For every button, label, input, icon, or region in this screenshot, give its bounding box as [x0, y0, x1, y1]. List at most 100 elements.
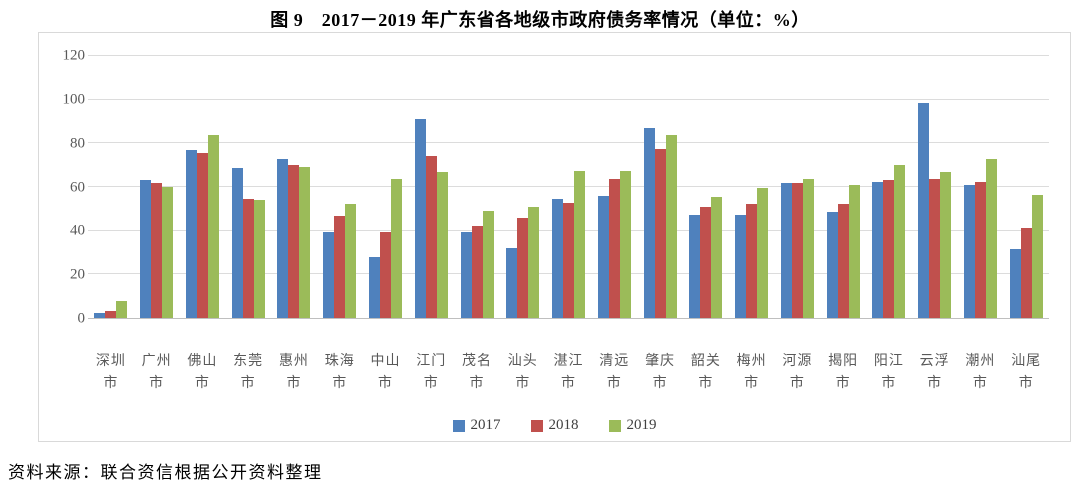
bar-group [271, 56, 317, 318]
gridline-100 [88, 98, 1049, 100]
bar-group [637, 56, 683, 318]
y-axis: 0 20 40 60 80 100 120 [47, 48, 86, 326]
bar-group [591, 56, 637, 318]
bar-2018 [517, 217, 529, 318]
bar-2017 [277, 158, 289, 318]
x-label-text: 佛山市 [187, 354, 218, 392]
bar-group [408, 56, 454, 318]
x-label-text: 阳江市 [873, 354, 904, 392]
x-label-text: 东莞市 [233, 354, 264, 392]
bar-2018 [242, 199, 254, 318]
bar-group [683, 56, 729, 318]
gridline-120 [88, 55, 1049, 56]
bar-group [820, 56, 866, 318]
bar-group [134, 56, 180, 318]
bar-2019 [985, 158, 997, 318]
legend-item-2019: 2019 [608, 417, 657, 434]
x-label-text: 广州市 [141, 354, 172, 392]
x-label-text: 惠州市 [278, 354, 309, 392]
x-label: 佛山市 [180, 351, 226, 396]
x-label-text: 茂名市 [462, 354, 492, 392]
bar-2017 [1009, 249, 1021, 318]
bar-2019 [299, 167, 311, 318]
bar-2019 [436, 171, 448, 318]
x-label: 揭阳市 [820, 351, 866, 396]
bar-2017 [735, 215, 747, 318]
bar-2019 [116, 300, 128, 318]
legend-label-2018: 2018 [548, 417, 579, 433]
y-tick-label-100: 100 [62, 91, 86, 108]
x-label: 阳江市 [866, 351, 912, 396]
bar-2017 [231, 168, 243, 318]
bar-2018 [288, 165, 300, 318]
bar-2019 [1031, 194, 1043, 318]
bar-2019 [162, 187, 174, 318]
bar-2018 [334, 216, 346, 318]
bar-2018 [379, 231, 391, 318]
bar-2017 [872, 181, 884, 318]
x-label: 中山市 [363, 351, 409, 396]
x-label-text: 韶关市 [690, 354, 721, 392]
bar-2019 [940, 171, 952, 318]
bar-2019 [574, 170, 586, 318]
bar-group [317, 56, 363, 318]
bar-2018 [105, 311, 117, 318]
bar-2019 [528, 206, 540, 318]
x-label: 珠海市 [317, 351, 363, 396]
bar-2019 [345, 204, 357, 318]
x-label-text: 汕头市 [507, 354, 538, 392]
legend: 2017 2018 2019 [39, 417, 1070, 434]
bar-2017 [780, 182, 792, 318]
bar-2017 [918, 102, 930, 318]
x-label: 茂名市 [454, 351, 500, 396]
source-note: 资料来源：联合资信根据公开资料整理 [8, 463, 323, 482]
x-label: 深圳市 [88, 351, 134, 396]
bar-2019 [207, 134, 219, 318]
x-label: 东莞市 [225, 351, 271, 396]
bar-2019 [390, 179, 402, 318]
legend-swatch-2018 [530, 419, 543, 432]
bar-2019 [482, 211, 494, 318]
gridline-60 [88, 186, 1049, 187]
bar-2019 [757, 188, 769, 318]
bar-2019 [619, 170, 631, 318]
x-label: 河源市 [774, 351, 820, 396]
x-label-text: 河源市 [782, 354, 813, 392]
x-label-text: 汕尾市 [1011, 354, 1042, 392]
legend-label-2019: 2019 [626, 417, 657, 433]
bar-group [866, 56, 912, 318]
x-label: 湛江市 [546, 351, 592, 396]
bar-2017 [963, 184, 975, 318]
y-tick-label-0: 0 [77, 310, 86, 327]
bar-2017 [323, 231, 335, 318]
x-label-text: 深圳市 [95, 354, 126, 392]
bar-2019 [802, 179, 814, 318]
x-label: 云浮市 [912, 351, 958, 396]
bar-2017 [460, 231, 472, 318]
legend-swatch-2017 [452, 419, 465, 432]
bar-group [500, 56, 546, 318]
x-label: 潮州市 [958, 351, 1004, 396]
bar-2017 [140, 180, 152, 318]
bar-2017 [826, 212, 838, 318]
gridline-80 [88, 142, 1049, 144]
x-label: 江门市 [408, 351, 454, 396]
bar-group [225, 56, 271, 318]
bar-2018 [654, 148, 666, 318]
bar-group [912, 56, 958, 318]
y-tick-label-20: 20 [70, 266, 85, 283]
bar-2017 [643, 128, 655, 318]
bar-2017 [368, 256, 380, 318]
bar-group [1003, 56, 1049, 318]
x-label: 广州市 [134, 351, 180, 396]
bar-group [729, 56, 775, 318]
chart-title: 图 9 2017－2019 年广东省各地级市政府债务率情况（单位：%） [270, 10, 810, 30]
bar-group [363, 56, 409, 318]
x-label-text: 湛江市 [553, 354, 584, 392]
x-label-text: 清远市 [599, 354, 630, 392]
bar-group [180, 56, 226, 318]
bar-2019 [711, 196, 723, 318]
y-tick-label-40: 40 [70, 222, 85, 239]
bar-group [454, 56, 500, 318]
bar-2017 [506, 248, 518, 318]
